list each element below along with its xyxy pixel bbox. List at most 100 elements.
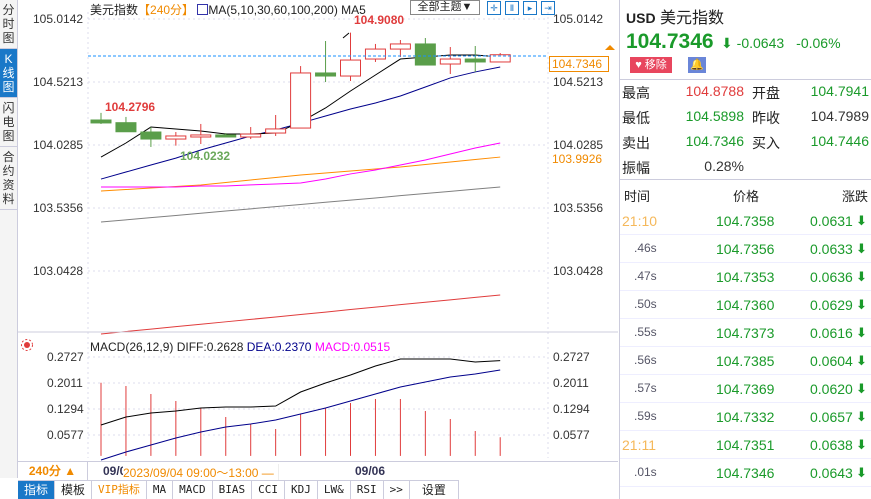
dea-line (100, 369, 501, 461)
macd-axis-tick: 0.1294 (47, 402, 84, 416)
tick-row: .59s 104.7332 0.0657 ⬇ (620, 403, 871, 431)
candle-body (240, 133, 262, 138)
tick-time: .47s (634, 269, 657, 283)
candle-body (464, 58, 486, 63)
date-label: 09/0 (103, 464, 127, 478)
tab-kdj[interactable]: KDJ (285, 481, 318, 499)
zoom-in-icon[interactable]: Ⅱ (505, 1, 519, 15)
tick-price: 104.7360 (716, 297, 775, 313)
tick-time: .59s (634, 409, 657, 423)
tab-vip-indicator[interactable]: VIP指标 (92, 481, 147, 499)
tick-price: 104.7373 (716, 325, 775, 341)
stat-value: 104.8788 (685, 83, 744, 99)
tick-time: .01s (634, 465, 657, 479)
tab-bias[interactable]: BIAS (213, 481, 253, 499)
move-right-icon[interactable]: ⇥ (541, 1, 555, 15)
axis-right-tick: 104.0285 (553, 138, 604, 152)
col-price: 价格 (733, 189, 760, 204)
tab-settings[interactable]: 设置 (410, 481, 459, 499)
low-price-label: 104.0232 (180, 149, 231, 163)
bell-icon[interactable]: 🔔 (688, 57, 706, 73)
tick-row: .56s 104.7385 0.0604 ⬇ (620, 347, 871, 375)
stat-value: 0.28% (704, 158, 744, 174)
themes-dropdown[interactable]: 全部主题▼ (410, 0, 480, 15)
remove-label: 移除 (644, 59, 667, 71)
tab-indicator[interactable]: 指标 (18, 481, 56, 499)
crosshair-time-label: 2023/09/04 09:00～13:00 — (123, 464, 279, 481)
remove-watchlist-button[interactable]: ♥ 移除 (630, 57, 672, 73)
tick-row: .47s 104.7353 0.0636 ⬇ (620, 263, 871, 291)
tick-price: 104.7353 (716, 269, 775, 285)
tick-time: 21:10 (622, 213, 658, 229)
arrow-down-icon: ⬇ (856, 241, 867, 256)
tick-change: 0.0638 (810, 437, 853, 453)
diff-line (100, 358, 501, 426)
macd-label: MACD:0.0515 (314, 340, 391, 354)
tab-lw[interactable]: LW& (318, 481, 351, 499)
tab-kline[interactable]: K线图 (0, 49, 17, 98)
tick-price: 104.7385 (716, 353, 775, 369)
tab-timeshare[interactable]: 分时图 (0, 0, 17, 49)
stat-label: 买入 (752, 135, 780, 151)
tick-change: 0.0636 (810, 269, 853, 285)
local-high-label: 104.2796 (105, 100, 156, 114)
candle-body (190, 134, 212, 138)
ma-chart-icon (197, 4, 209, 15)
tab-template[interactable]: 模板 (55, 481, 93, 499)
diff-label: DIFF:0.2628 (176, 340, 244, 354)
tick-change: 0.0643 (810, 465, 853, 481)
quote-title: USD 美元指数 (626, 4, 724, 28)
tab-flash[interactable]: 闪电图 (0, 98, 17, 147)
indicator-tabs: 指标 模板 VIP指标 MA MACD BIAS CCI KDJ LW& RSI… (18, 480, 459, 499)
stat-label: 卖出 (622, 135, 650, 151)
currency-code: USD (626, 10, 656, 26)
quote-name: 美元指数 (660, 10, 725, 27)
candle-body (265, 128, 287, 134)
tick-change: 0.0620 (810, 381, 853, 397)
crosshair-icon[interactable]: ✛ (487, 1, 501, 15)
tick-change: 0.0629 (810, 297, 853, 313)
quote-panel: USD 美元指数 104.7346 ⬇ -0.0643 -0.06% ♥ 移除 🔔 … (619, 0, 871, 499)
tab-contract-info[interactable]: 合约资料 (0, 147, 17, 210)
ma60-value-label: 103.9926 (552, 152, 603, 166)
candle-body (315, 72, 337, 77)
ma-label: MA(5,10,30,60,100,200) MA5 (208, 3, 366, 17)
tick-price: 104.7346 (716, 465, 775, 481)
macd-settings-icon[interactable] (21, 339, 33, 351)
tick-change: 0.0631 (810, 213, 853, 229)
tab-ma[interactable]: MA (147, 481, 174, 499)
macd-header: MACD(26,12,9) DIFF:0.2628 DEA:0.2370 MAC… (90, 340, 390, 354)
arrow-down-icon: ⬇ (856, 213, 867, 228)
tab-more[interactable]: >> (384, 481, 410, 499)
macd-axis-tick: 0.2727 (553, 350, 590, 364)
stat-value: 104.7941 (810, 83, 869, 99)
high-price-label: 104.9080 (354, 13, 405, 27)
dea-label: DEA:0.2370 (246, 340, 312, 354)
ma30-line (101, 142, 501, 188)
current-price-label: 104.7346 (549, 56, 609, 72)
tick-row: 21:11 104.7351 0.0638 ⬇ (620, 431, 871, 459)
tab-cci[interactable]: CCI (252, 481, 286, 499)
zoom-out-icon[interactable]: ▸ (523, 1, 537, 15)
tab-rsi[interactable]: RSI (351, 481, 384, 499)
tick-time: .46s (634, 241, 657, 255)
tick-price: 104.7358 (716, 213, 775, 229)
arrow-down-icon: ⬇ (856, 409, 867, 424)
candle-body (90, 119, 112, 124)
macd-axis-tick: 0.2727 (47, 350, 84, 364)
stat-row: 最高 104.8788 开盘 104.7941 (620, 83, 871, 107)
axis-right-tick: 104.5213 (553, 75, 604, 89)
tick-time: .57s (634, 381, 657, 395)
scroll-up-icon[interactable] (605, 45, 615, 50)
time-axis: 240分 ▲ 09/0 2023/09/04 09:00～13:00 — 09/… (18, 461, 618, 481)
period-button[interactable]: 240分 ▲ (18, 462, 88, 480)
arrow-down-icon: ⬇ (856, 437, 867, 452)
axis-right-tick: 103.0428 (553, 264, 604, 278)
ma100-line (100, 186, 501, 223)
price-change: -0.0643 (736, 35, 785, 51)
col-time: 时间 (624, 189, 651, 204)
candle-body (364, 48, 386, 60)
kline-chart[interactable] (0, 0, 618, 461)
candle-body (165, 135, 187, 140)
tab-macd[interactable]: MACD (173, 481, 213, 499)
